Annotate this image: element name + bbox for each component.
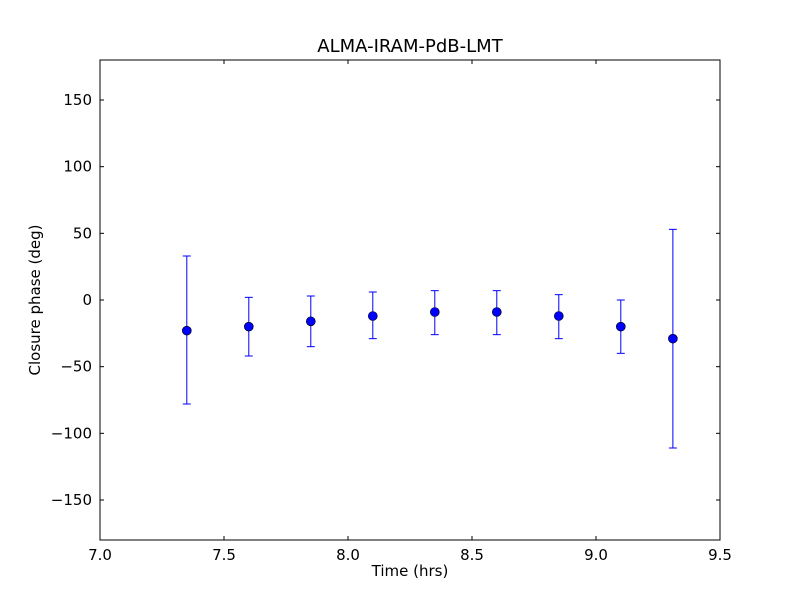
y-tick-label: −100 bbox=[51, 424, 92, 442]
data-point bbox=[491, 307, 502, 317]
x-axis-label: Time (hrs) bbox=[371, 562, 449, 580]
axis-ticks: 7.0 7.5 8.0 8.5 9.0 9.5 −150 −100 −50 0 50 100 150 bbox=[51, 60, 732, 564]
y-tick-label: −50 bbox=[60, 358, 92, 376]
data-point bbox=[182, 325, 192, 336]
error-bars bbox=[182, 228, 677, 449]
data-point bbox=[367, 311, 378, 321]
data-point bbox=[668, 333, 678, 344]
data-points bbox=[182, 307, 678, 344]
y-tick-label: 100 bbox=[63, 158, 92, 176]
y-tick-label: 150 bbox=[63, 91, 92, 109]
y-axis-label: Closure phase (deg) bbox=[26, 225, 44, 376]
x-tick-label: 8.5 bbox=[460, 546, 484, 564]
x-tick-label: 9.0 bbox=[584, 546, 608, 564]
data-point bbox=[305, 316, 316, 327]
y-tick-label: 0 bbox=[82, 291, 92, 309]
y-tick-label: 50 bbox=[73, 224, 92, 242]
data-point bbox=[429, 307, 440, 317]
data-point bbox=[244, 321, 254, 332]
x-tick-label: 9.5 bbox=[708, 546, 732, 564]
y-tick-label: −150 bbox=[51, 491, 92, 509]
x-tick-label: 8.0 bbox=[336, 546, 360, 564]
chart-title: ALMA-IRAM-PdB-LMT bbox=[317, 36, 503, 57]
x-tick-label: 7.0 bbox=[88, 546, 112, 564]
data-point bbox=[615, 321, 626, 332]
data-point bbox=[553, 311, 564, 321]
x-tick-label: 7.5 bbox=[212, 546, 236, 564]
plot-area-frame bbox=[99, 59, 721, 541]
